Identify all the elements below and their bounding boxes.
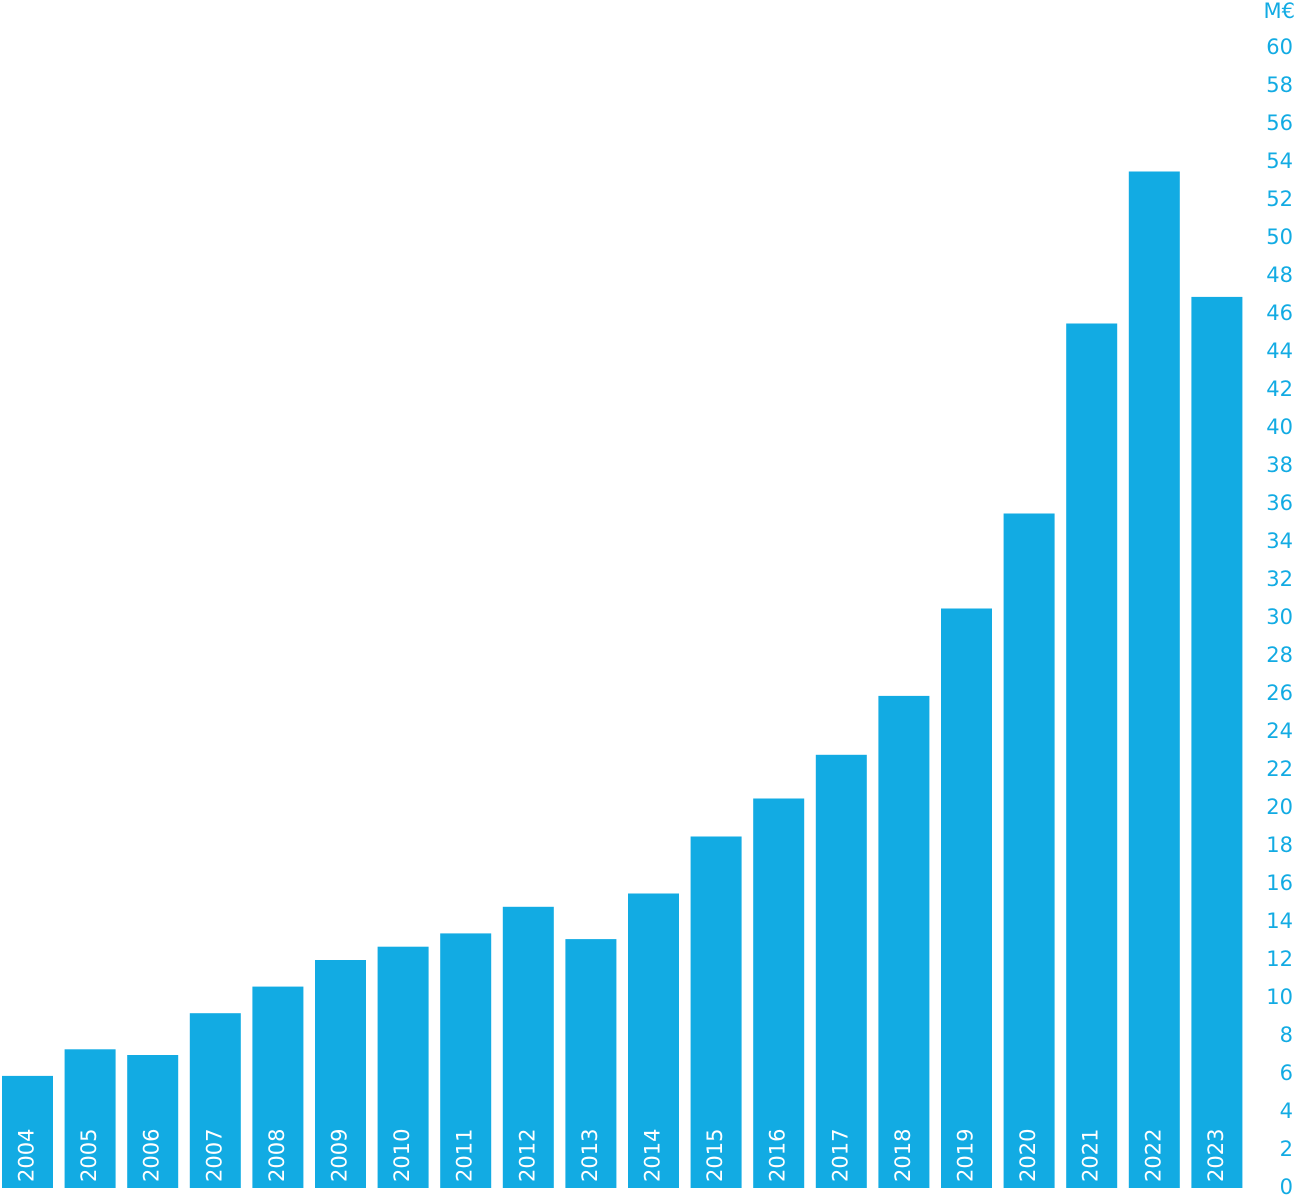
x-tick-label: 2013 [578,1129,602,1182]
x-tick-label: 2017 [828,1129,852,1182]
x-tick-label: 2016 [766,1129,790,1182]
y-tick-label: 10 [1266,985,1293,1009]
bar [1191,296,1243,1188]
bar [815,754,867,1188]
y-tick-label: 48 [1266,263,1293,287]
y-tick-label: 54 [1266,149,1293,173]
x-tick-label: 2005 [77,1129,101,1182]
bar [1128,171,1180,1188]
x-tick-label: 2008 [265,1129,289,1182]
x-tick-label: 2022 [1141,1129,1165,1182]
bar [753,798,805,1188]
x-tick-label: 2021 [1079,1129,1103,1182]
y-tick-label: 6 [1280,1061,1293,1085]
x-tick-label: 2006 [140,1129,164,1182]
y-tick-label: 4 [1280,1099,1293,1123]
y-tick-label: 26 [1266,681,1293,705]
y-tick-label: 46 [1266,301,1293,325]
y-tick-label: 14 [1266,909,1293,933]
y-tick-label: 18 [1266,833,1293,857]
bar [502,906,554,1188]
x-tick-label: 2023 [1204,1129,1228,1182]
y-tick-label: 28 [1266,643,1293,667]
bar [315,960,366,1188]
y-tick-label: 2 [1280,1137,1293,1161]
y-tick-label: 22 [1266,757,1293,781]
y-tick-label: 8 [1280,1023,1293,1047]
y-tick-label: 16 [1266,871,1293,895]
y-tick-label: 30 [1266,605,1293,629]
y-tick-label: 36 [1266,491,1293,515]
x-tick-label: 2009 [328,1129,352,1182]
y-tick-label: 34 [1266,529,1293,553]
bar [941,608,992,1188]
bar [565,939,617,1188]
x-tick-label: 2012 [515,1129,539,1182]
x-tick-label: 2018 [891,1129,915,1182]
y-tick-label: 56 [1266,111,1293,135]
y-tick-label: 24 [1266,719,1293,743]
y-tick-label: 20 [1266,795,1293,819]
bar [628,893,679,1188]
bar [189,1013,241,1188]
y-tick-label: 50 [1266,225,1293,249]
bar [1066,323,1118,1188]
y-tick-label: 44 [1266,339,1293,363]
y-tick-label: 38 [1266,453,1293,477]
bar [377,946,429,1188]
y-tick-label: 42 [1266,377,1293,401]
bar [1003,513,1055,1188]
y-tick-label: 0 [1280,1175,1293,1199]
bar [64,1049,116,1188]
y-tick-label: 52 [1266,187,1293,211]
bar [127,1055,179,1188]
y-tick-label: 58 [1266,73,1293,97]
y-tick-label: 40 [1266,415,1293,439]
y-axis-unit: M€ [1264,0,1295,23]
x-tick-label: 2014 [641,1129,665,1182]
bar [690,836,742,1188]
y-tick-label: 12 [1266,947,1293,971]
x-tick-label: 2015 [703,1129,727,1182]
x-tick-label: 2007 [202,1129,226,1182]
y-tick-label: 32 [1266,567,1293,591]
x-tick-label: 2020 [1016,1129,1040,1182]
y-tick-label: 60 [1266,35,1293,59]
x-tick-label: 2004 [15,1129,39,1182]
bar [252,986,304,1188]
bar [2,1075,53,1188]
bar [878,695,930,1188]
x-tick-label: 2019 [954,1129,978,1182]
x-tick-label: 2011 [453,1129,477,1182]
bar [440,933,492,1188]
x-tick-label: 2010 [390,1129,414,1182]
